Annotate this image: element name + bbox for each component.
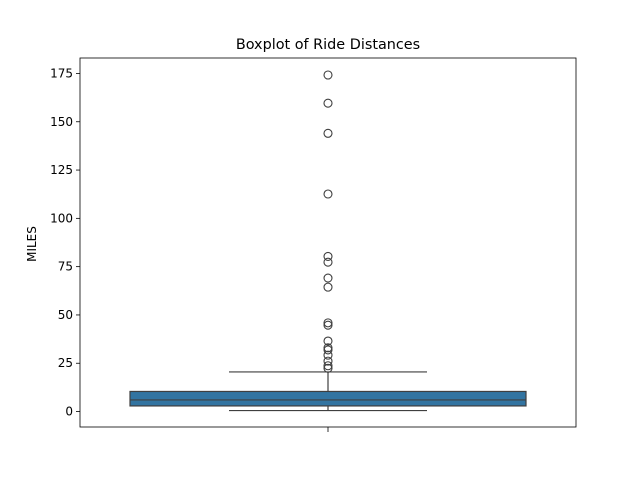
y-axis-ticks: 0 25 50 75 100 125 150 175	[50, 66, 80, 419]
outlier-point	[323, 361, 333, 371]
outlier-point	[323, 282, 333, 292]
chart-title: Boxplot of Ride Distances	[236, 37, 420, 53]
y-tick-label: 100	[50, 211, 73, 225]
outlier-point	[323, 251, 333, 261]
iqr-box	[129, 390, 527, 407]
y-tick-label: 25	[58, 356, 73, 370]
outlier-point	[323, 318, 333, 328]
outlier-point	[323, 350, 333, 360]
outlier-points	[323, 70, 333, 373]
outlier-point	[323, 189, 333, 199]
y-tick-label: 50	[58, 308, 73, 322]
outlier-point	[323, 98, 333, 108]
y-tick-label: 0	[65, 405, 73, 419]
y-tick-label: 75	[58, 260, 73, 274]
y-tick-label: 150	[50, 115, 73, 129]
outlier-point	[323, 273, 333, 283]
outlier-point	[323, 356, 333, 366]
outlier-point	[323, 128, 333, 138]
outlier-point	[323, 320, 333, 330]
box-group	[129, 390, 527, 407]
y-axis-label: MILES	[25, 226, 39, 262]
y-tick-label: 175	[50, 66, 73, 80]
outlier-point	[323, 257, 333, 267]
outlier-point	[323, 336, 333, 346]
outlier-point	[323, 345, 333, 355]
y-tick-label: 125	[50, 163, 73, 177]
outlier-point	[323, 363, 333, 373]
outlier-point	[323, 70, 333, 80]
